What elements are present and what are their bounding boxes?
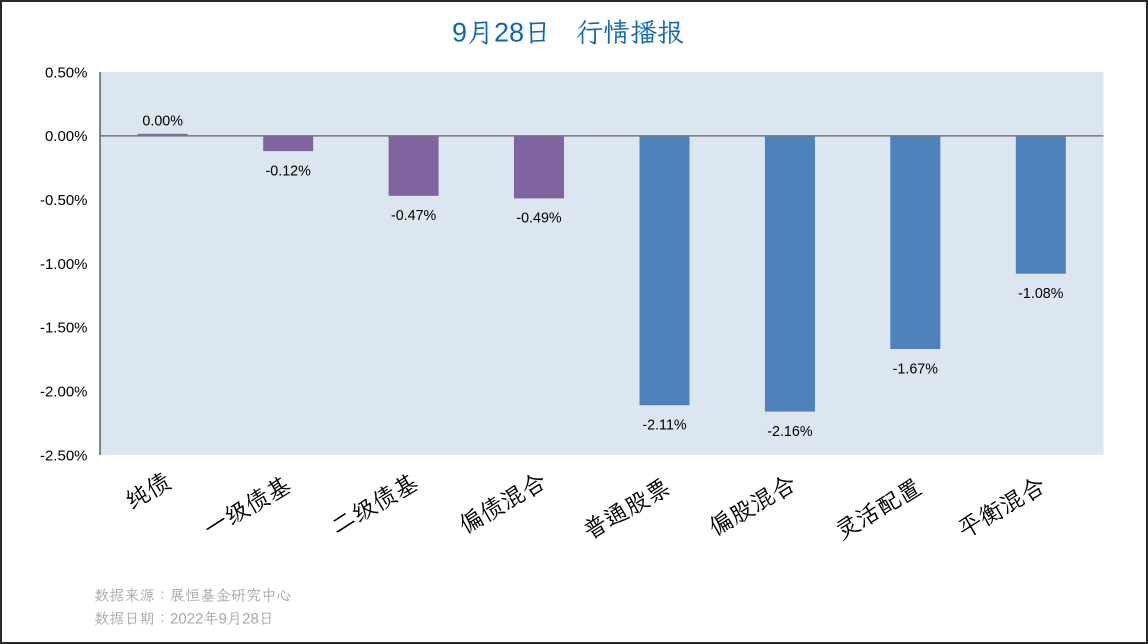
svg-text:-2.11%: -2.11% [642, 418, 687, 434]
svg-text:-2.00%: -2.00% [40, 384, 88, 401]
svg-text:0.00%: 0.00% [45, 128, 88, 145]
svg-text:-2.50%: -2.50% [40, 447, 88, 464]
svg-text:-1.50%: -1.50% [40, 320, 88, 337]
svg-text:0.00%: 0.00% [142, 114, 183, 130]
svg-text:0.50%: 0.50% [45, 64, 88, 81]
svg-text:-1.67%: -1.67% [893, 361, 939, 377]
svg-text:-0.12%: -0.12% [266, 164, 312, 180]
svg-text:-0.47%: -0.47% [391, 208, 437, 224]
svg-text:-1.08%: -1.08% [1018, 286, 1064, 302]
svg-text:-0.50%: -0.50% [40, 192, 88, 209]
svg-text:-0.49%: -0.49% [516, 211, 562, 227]
svg-text:-2.16%: -2.16% [767, 424, 813, 440]
svg-text:-1.00%: -1.00% [40, 256, 88, 273]
